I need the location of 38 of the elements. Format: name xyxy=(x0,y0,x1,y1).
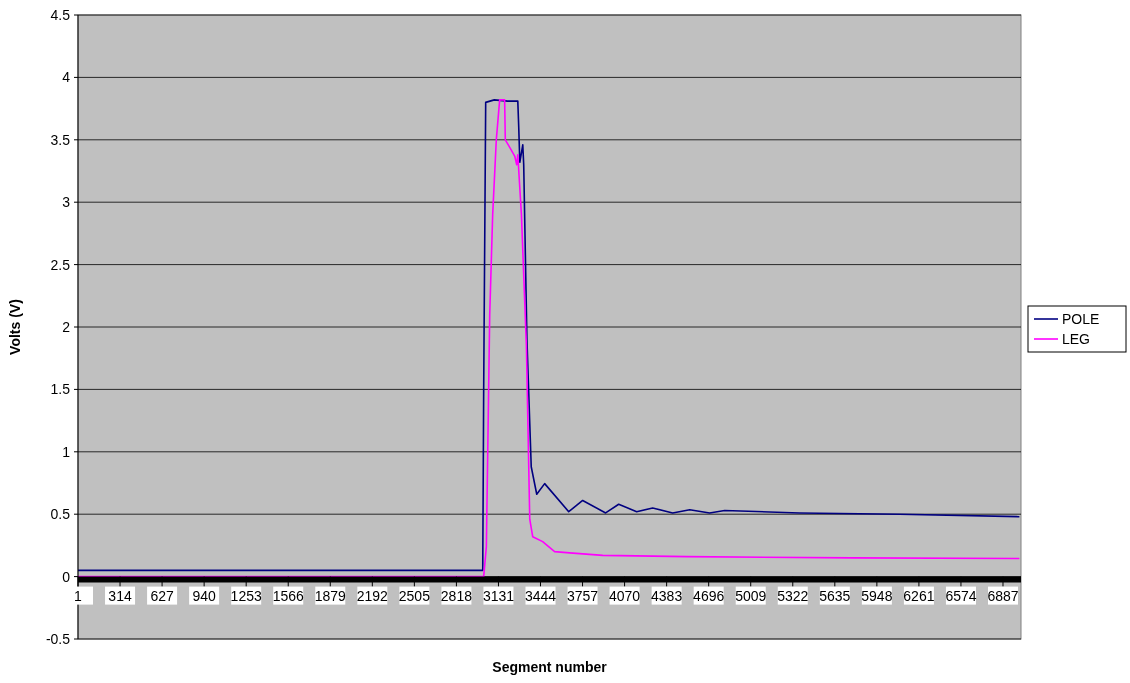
y-tick-label: 0.5 xyxy=(50,506,71,523)
x-tick-label: 4383 xyxy=(651,587,683,604)
y-tick-label: 4.5 xyxy=(50,6,71,23)
x-tick-label: 3131 xyxy=(482,587,515,604)
y-axis-title: Volts (V) xyxy=(7,299,23,355)
x-tick-label: 2818 xyxy=(440,587,473,604)
y-tick-label: 1 xyxy=(62,443,71,460)
x-tick-label: 5322 xyxy=(777,587,809,604)
x-tick-label: 6887 xyxy=(987,587,1019,604)
x-tick-label: 5948 xyxy=(861,587,893,604)
x-tick-label: 314 xyxy=(108,587,132,604)
x-tick-label: 1 xyxy=(74,587,83,604)
x-tick-label: 6261 xyxy=(903,587,935,604)
legend-label: POLE xyxy=(1062,310,1100,327)
y-tick-label: 2.5 xyxy=(50,256,71,273)
x-tick-label: 6574 xyxy=(945,587,977,604)
x-tick-label: 1566 xyxy=(272,587,305,604)
y-tick-label: 3.5 xyxy=(50,131,71,148)
x-tick-label: 2505 xyxy=(398,587,431,604)
x-tick-label: 3444 xyxy=(524,587,557,604)
x-tick-label: 5635 xyxy=(819,587,851,604)
y-tick-label: -0.5 xyxy=(45,630,71,647)
x-tick-label: 1879 xyxy=(314,587,347,604)
y-tick-label: 0 xyxy=(62,568,71,585)
y-tick-label: 3 xyxy=(62,194,71,211)
x-tick-label: 3757 xyxy=(566,587,599,604)
y-tick-label: 1.5 xyxy=(50,381,71,398)
x-axis-title: Segment number xyxy=(492,659,608,675)
x-tick-label: 940 xyxy=(192,587,217,604)
x-tick-label: 2192 xyxy=(356,587,389,604)
x-tick-label: 4070 xyxy=(609,587,641,604)
x-tick-label: 4696 xyxy=(693,587,725,604)
x-tick-label: 627 xyxy=(150,587,174,604)
y-tick-label: 2 xyxy=(62,318,71,335)
y-tick-label: 4 xyxy=(62,69,71,86)
x-tick-label: 5009 xyxy=(735,587,767,604)
legend-label: LEG xyxy=(1062,330,1091,347)
x-tick-label: 1253 xyxy=(230,587,262,604)
